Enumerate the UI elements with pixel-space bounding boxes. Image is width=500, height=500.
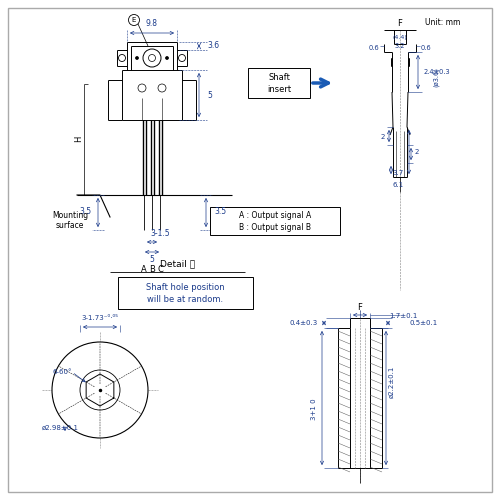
Text: (4.4): (4.4) (392, 34, 407, 40)
Text: 6.1: 6.1 (392, 182, 404, 188)
Circle shape (158, 84, 166, 92)
Text: will be at random.: will be at random. (147, 296, 223, 304)
Text: 5: 5 (150, 256, 154, 264)
Text: 3.2: 3.2 (395, 43, 405, 49)
Text: F: F (398, 20, 402, 28)
Text: 2: 2 (380, 134, 385, 140)
Text: Shaft: Shaft (268, 74, 290, 82)
Text: Mounting: Mounting (52, 210, 88, 220)
Text: 0.6: 0.6 (421, 45, 432, 51)
Text: 2: 2 (415, 149, 420, 155)
Circle shape (128, 14, 140, 26)
Circle shape (166, 56, 168, 59)
Text: C: C (157, 266, 163, 274)
Circle shape (143, 49, 161, 67)
Text: (ø3.6): (ø3.6) (433, 67, 440, 87)
Text: 2.4±0.3: 2.4±0.3 (424, 69, 450, 75)
Text: 1.7±0.1: 1.7±0.1 (390, 313, 418, 319)
Text: H: H (74, 136, 84, 142)
Text: 3-1.73⁻⁰·⁰⁵: 3-1.73⁻⁰·⁰⁵ (82, 315, 118, 321)
Circle shape (178, 54, 186, 62)
Bar (248, 68, 310, 98)
Text: E: E (132, 17, 136, 23)
Text: B : Output signal B: B : Output signal B (239, 224, 311, 232)
Text: ø2.2±0.1: ø2.2±0.1 (389, 366, 395, 398)
Text: 0.6: 0.6 (368, 45, 379, 51)
Text: B: B (149, 266, 155, 274)
Text: 3.5: 3.5 (80, 208, 92, 216)
Circle shape (118, 54, 126, 62)
Text: insert: insert (267, 86, 291, 94)
Text: 3.7: 3.7 (392, 170, 404, 176)
Text: 0.5±0.1: 0.5±0.1 (410, 320, 438, 326)
Text: A : Output signal A: A : Output signal A (239, 212, 311, 220)
Text: F: F (358, 304, 362, 312)
Text: Unit: mm: Unit: mm (424, 18, 460, 27)
Text: 3+1 0: 3+1 0 (311, 398, 317, 419)
Text: 9.8: 9.8 (146, 19, 158, 28)
Bar (118, 277, 253, 309)
Text: 6-60°: 6-60° (52, 369, 72, 375)
Text: 5: 5 (207, 90, 212, 100)
Text: ø2.98±0.1: ø2.98±0.1 (42, 425, 79, 431)
Circle shape (52, 342, 148, 438)
Bar (210, 207, 340, 235)
Text: Detail ⓔ: Detail ⓔ (160, 260, 196, 268)
Text: 3-1.5: 3-1.5 (150, 230, 170, 238)
Text: 3.6: 3.6 (207, 42, 219, 50)
Circle shape (80, 370, 120, 410)
Circle shape (136, 56, 138, 59)
Text: Shaft hole position: Shaft hole position (146, 284, 224, 292)
Circle shape (148, 54, 156, 62)
Text: surface: surface (56, 220, 84, 230)
Text: 0.4±0.3: 0.4±0.3 (290, 320, 318, 326)
Text: A: A (141, 266, 147, 274)
Circle shape (138, 84, 146, 92)
Text: 3.5: 3.5 (214, 208, 226, 216)
